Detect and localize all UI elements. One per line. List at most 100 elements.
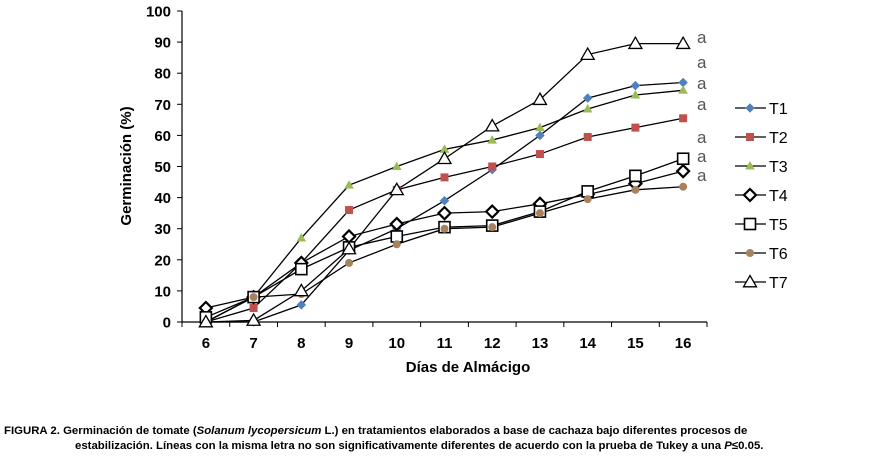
germination-line-chart: 0 10 20 30 40 50 60 70 80 90 100 6 7 8 9 10 11 12 13 14 15 16… <box>118 4 788 377</box>
legend-marker-t6 <box>746 249 754 257</box>
axis-ticks: 0 10 20 30 40 50 60 70 80 90 100 6 7 8 9 10 11 12 13 14 15 16 <box>146 4 708 352</box>
data-point-t4 <box>341 228 357 245</box>
data-point-t7 <box>484 118 500 132</box>
data-point-t5 <box>676 152 690 166</box>
x-tick-label: 7 <box>249 335 257 352</box>
legend-label-t7: T7 <box>769 275 788 292</box>
data-point-t3 <box>630 89 641 99</box>
data-point-t2 <box>583 132 592 141</box>
data-point-t2 <box>249 304 258 313</box>
significance-letter: a <box>697 95 707 114</box>
x-tick-label: 16 <box>675 335 692 352</box>
x-tick-label: 15 <box>627 335 644 352</box>
data-point-t3 <box>487 135 498 144</box>
data-point-t3 <box>391 161 402 170</box>
y-tick-label: 30 <box>154 221 171 238</box>
data-point-t7 <box>198 314 214 328</box>
chart-axes <box>181 11 707 323</box>
data-point-t6 <box>535 209 544 218</box>
y-tick-label: 80 <box>154 66 171 83</box>
x-tick-label: 8 <box>297 335 305 352</box>
legend-label-t2: T2 <box>769 130 788 147</box>
caption-text-1a: Germinación de tomate ( <box>59 425 197 437</box>
data-point-t1 <box>630 80 641 91</box>
legend-marker-t4 <box>742 187 758 203</box>
data-point-t6 <box>679 182 688 191</box>
data-point-t7 <box>341 241 357 255</box>
data-point-t6 <box>440 224 449 233</box>
data-point-t2 <box>440 173 449 182</box>
data-point-t7 <box>675 35 691 50</box>
data-point-t5 <box>295 262 308 276</box>
series-line-t5 <box>205 158 684 318</box>
x-axis-label: Días de Almácigo <box>406 359 530 376</box>
caption-text-2a: estabilización. Líneas con la misma letr… <box>75 440 725 452</box>
legend-label-t3: T3 <box>769 159 788 176</box>
data-point-t4 <box>675 163 691 179</box>
data-point-t6 <box>392 240 401 249</box>
data-point-t6 <box>583 195 592 204</box>
data-point-t1 <box>582 93 593 103</box>
legend-label-t1: T1 <box>769 101 788 118</box>
data-point-t1 <box>535 130 545 141</box>
caption-text-2b: ≤0.05. <box>731 440 764 452</box>
data-point-t2 <box>679 114 688 123</box>
legend-marker-t3 <box>745 161 755 170</box>
caption-label: FIGURA 2. <box>4 425 60 437</box>
data-point-t3 <box>296 233 307 242</box>
significance-letter: a <box>697 147 707 166</box>
data-point-t1 <box>296 300 307 310</box>
y-tick-label: 0 <box>163 315 171 332</box>
x-tick-label: 14 <box>579 335 596 352</box>
significance-letter: a <box>697 74 707 93</box>
y-axis-label: Germinación (%) <box>118 106 135 225</box>
data-point-t7 <box>389 182 405 196</box>
data-point-t3 <box>678 85 688 94</box>
data-point-t7 <box>532 91 548 106</box>
significance-letter: a <box>697 128 707 147</box>
data-point-t7 <box>580 46 596 60</box>
y-tick-label: 20 <box>154 252 171 269</box>
x-tick-label: 11 <box>437 335 453 352</box>
series-line-t4 <box>205 170 684 309</box>
legend-marker-t5 <box>743 217 757 231</box>
y-tick-label: 40 <box>154 190 171 207</box>
legend-label-t6: T6 <box>769 246 788 263</box>
x-tick-label: 12 <box>484 335 501 352</box>
x-tick-label: 13 <box>532 335 549 352</box>
y-tick-label: 70 <box>154 97 171 114</box>
x-tick-label: 9 <box>345 335 353 352</box>
data-point-t3 <box>344 180 354 189</box>
data-point-t7 <box>627 35 644 50</box>
x-tick-label: 6 <box>202 335 210 352</box>
caption-line-2: estabilización. Líneas con la misma letr… <box>4 439 889 454</box>
data-point-t7 <box>436 150 453 165</box>
data-point-t4 <box>389 216 405 232</box>
legend-label-t4: T4 <box>769 188 788 205</box>
data-point-t2 <box>535 150 544 159</box>
x-tick-label: 10 <box>388 335 405 352</box>
legend-marker-t1 <box>745 103 755 113</box>
y-tick-label: 10 <box>154 283 171 300</box>
data-point-t6 <box>488 223 497 232</box>
data-point-t4 <box>484 204 500 220</box>
data-point-t6 <box>249 293 258 302</box>
caption-p-symbol: P <box>724 440 732 452</box>
legend: T1 T2 T3 T4 T5 T6 T7 <box>735 101 788 292</box>
legend-marker-t2 <box>746 133 754 141</box>
data-point-t2 <box>488 162 497 171</box>
data-point-t7 <box>245 312 262 326</box>
data-point-t3 <box>439 144 450 153</box>
data-point-t6 <box>345 258 354 267</box>
series-lines <box>205 43 684 323</box>
significance-letter: a <box>697 166 707 185</box>
y-tick-label: 50 <box>154 159 171 176</box>
significance-letter: a <box>697 53 707 72</box>
data-point-t2 <box>631 123 640 132</box>
data-point-t3 <box>535 122 545 132</box>
significance-letter: a <box>697 28 707 47</box>
legend-marker-t7 <box>742 274 758 288</box>
caption-text-1b: L.) en tratamientos elaborados a base de… <box>321 425 748 437</box>
data-point-t7 <box>293 283 309 297</box>
